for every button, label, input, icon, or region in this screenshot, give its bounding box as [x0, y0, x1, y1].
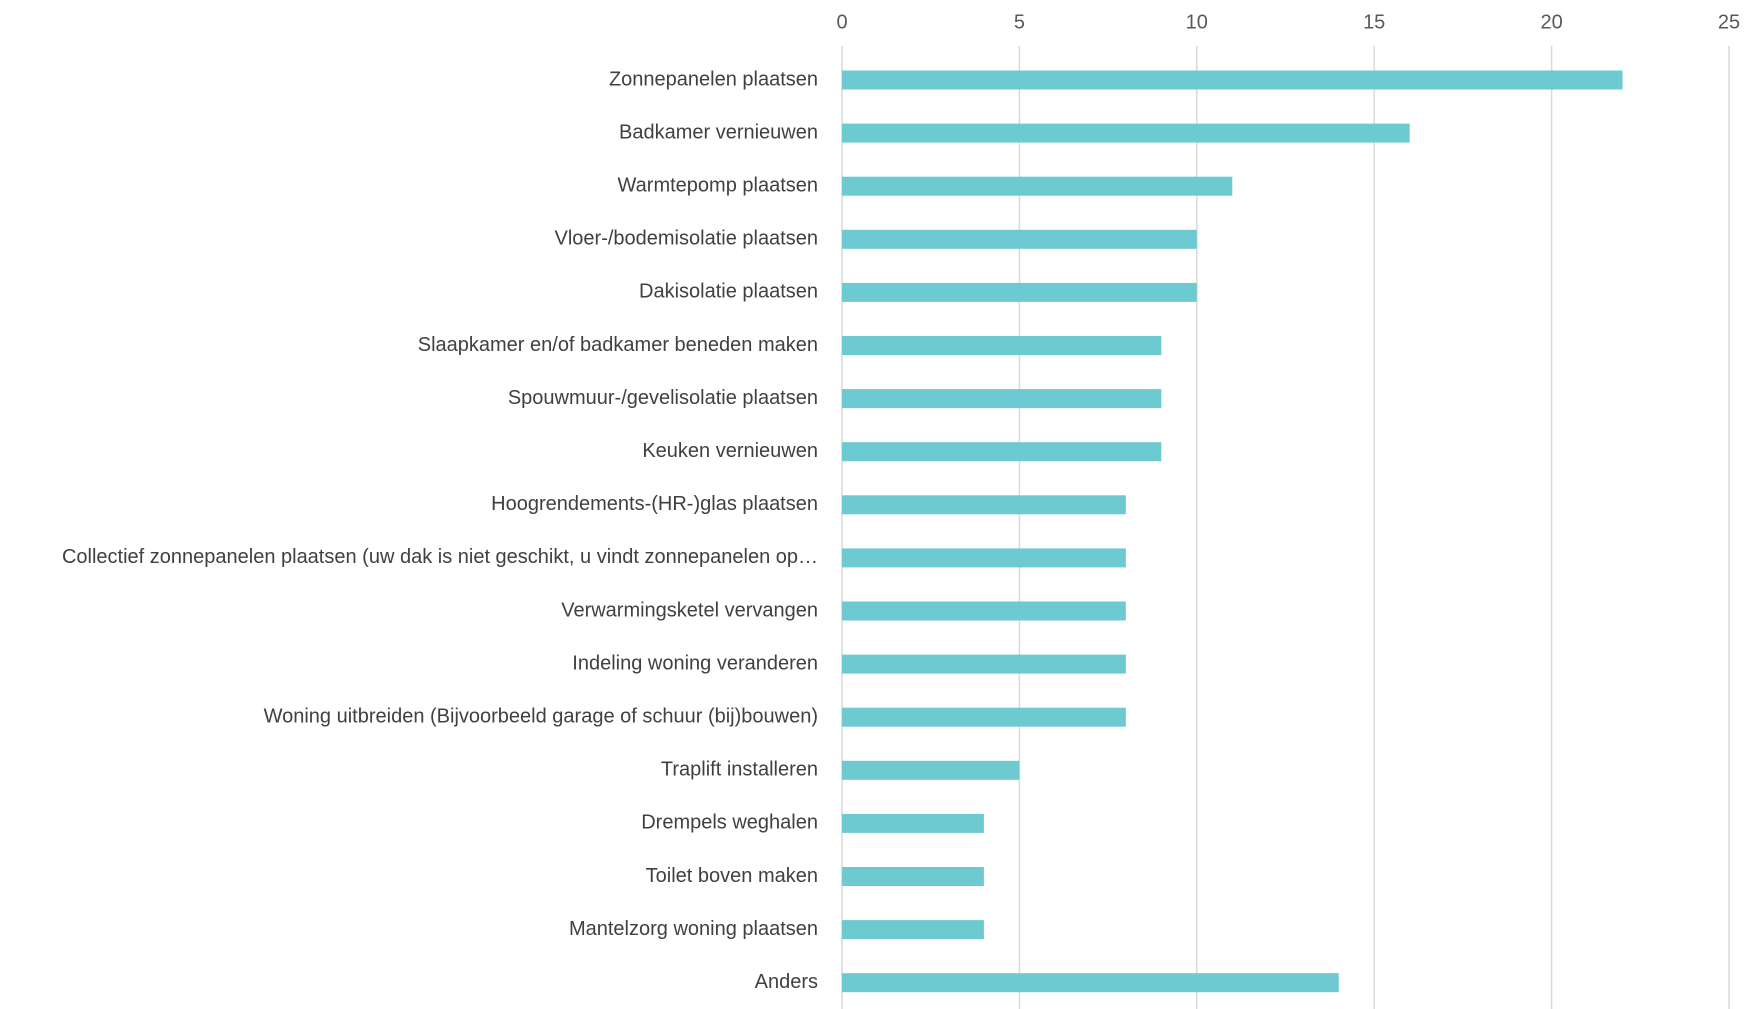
- bar-18: [842, 973, 1339, 993]
- category-label-2: Badkamer vernieuwen: [619, 121, 818, 143]
- category-label-4: Vloer-/bodemisolatie plaatsen: [555, 228, 819, 250]
- category-label-10: Collectief zonnepanelen plaatsen (uw dak…: [62, 546, 818, 568]
- bar-3: [842, 176, 1233, 196]
- category-label-7: Spouwmuur-/gevelisolatie plaatsen: [508, 387, 818, 409]
- x-tick-label-10: 10: [1186, 11, 1208, 33]
- bar-7: [842, 389, 1162, 409]
- category-label-12: Indeling woning veranderen: [572, 652, 818, 674]
- x-axis-ticks: 0 5 10 15 20 25: [836, 11, 1740, 33]
- category-label-8: Keuken vernieuwen: [642, 440, 818, 462]
- bar-6: [842, 336, 1162, 355]
- bar-14: [842, 760, 1020, 780]
- bar-10: [842, 548, 1126, 568]
- x-tick-label-5: 5: [1014, 11, 1025, 33]
- category-label-5: Dakisolatie plaatsen: [639, 281, 818, 303]
- category-label-17: Mantelzorg woning plaatsen: [569, 918, 818, 940]
- category-label-3: Warmtepomp plaatsen: [618, 174, 818, 196]
- bar-1: [842, 70, 1623, 90]
- category-label-11: Verwarmingsketel vervangen: [561, 599, 818, 621]
- bar-12: [842, 654, 1126, 674]
- bar-11: [842, 601, 1126, 621]
- category-label-15: Drempels weghalen: [641, 812, 818, 834]
- category-label-16: Toilet boven maken: [646, 865, 818, 887]
- bar-15: [842, 813, 984, 833]
- bar-5: [842, 282, 1197, 302]
- bar-16: [842, 867, 984, 886]
- bar-13: [842, 707, 1126, 727]
- gridlines: [841, 46, 1730, 1009]
- x-tick-label-20: 20: [1540, 11, 1562, 33]
- category-labels: Zonnepanelen plaatsen Badkamer vernieuwen…: [62, 68, 818, 993]
- bar-9: [842, 495, 1126, 515]
- category-label-18: Anders: [755, 971, 818, 993]
- x-tick-label-25: 25: [1718, 11, 1740, 33]
- category-label-13: Woning uitbreiden (Bijvoorbeeld garage o…: [264, 705, 818, 727]
- x-tick-label-0: 0: [836, 11, 847, 33]
- bar-4: [842, 229, 1197, 249]
- x-tick-label-15: 15: [1363, 11, 1385, 33]
- bar-2: [842, 123, 1410, 143]
- category-label-6: Slaapkamer en/of badkamer beneden maken: [418, 334, 818, 356]
- bar-8: [842, 442, 1162, 462]
- category-label-14: Traplift installeren: [661, 759, 818, 781]
- category-label-9: Hoogrendements-(HR-)glas plaatsen: [491, 493, 818, 515]
- bar-17: [842, 920, 984, 940]
- category-label-1: Zonnepanelen plaatsen: [609, 68, 818, 90]
- bars: [842, 70, 1623, 993]
